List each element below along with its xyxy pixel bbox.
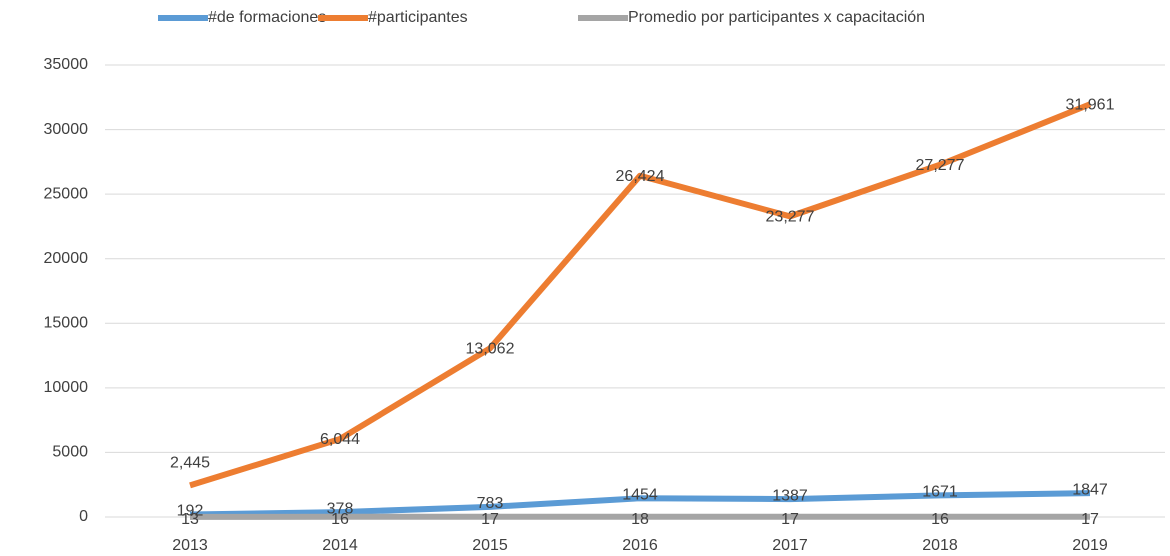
x-tick-label: 2018: [922, 537, 958, 554]
y-tick-label: 10000: [44, 379, 89, 396]
data-label: 23,277: [766, 209, 815, 226]
y-tick-label: 25000: [44, 185, 89, 202]
legend-label: #participantes: [368, 9, 468, 26]
data-label: 1671: [922, 484, 958, 501]
x-tick-label: 2016: [622, 537, 658, 554]
data-label: 31,961: [1066, 96, 1115, 113]
legend-label: Promedio por participantes x capacitació…: [628, 9, 925, 26]
data-label: 26,424: [616, 168, 665, 185]
data-label: 1847: [1072, 481, 1108, 498]
y-tick-label: 15000: [44, 315, 89, 332]
data-label: 13: [181, 511, 199, 528]
data-label: 1454: [622, 486, 658, 503]
y-tick-label: 5000: [52, 444, 88, 461]
data-label: 192: [177, 503, 204, 520]
x-tick-label: 2014: [322, 537, 358, 554]
data-label: 16: [331, 511, 349, 528]
x-tick-label: 2017: [772, 537, 808, 554]
data-label: 783: [477, 495, 504, 512]
data-label: 18: [631, 511, 649, 528]
legend-label: #de formaciones: [208, 9, 326, 26]
data-label: 2,445: [170, 455, 210, 472]
data-label: 17: [481, 511, 499, 528]
data-label: 27,277: [916, 157, 965, 174]
data-label: 16: [931, 511, 949, 528]
series-line: [189, 490, 1091, 518]
data-label: 6,044: [320, 431, 360, 448]
data-label: 378: [327, 500, 354, 517]
y-tick-label: 30000: [44, 121, 89, 138]
series-line: [189, 101, 1092, 489]
data-label: 17: [1081, 511, 1099, 528]
y-tick-label: 0: [79, 508, 88, 525]
y-tick-label: 35000: [44, 56, 89, 73]
x-tick-label: 2015: [472, 537, 508, 554]
y-tick-label: 20000: [44, 250, 89, 267]
data-label: 1387: [772, 487, 808, 504]
data-label: 17: [781, 511, 799, 528]
x-tick-label: 2013: [172, 537, 208, 554]
x-tick-label: 2019: [1072, 537, 1108, 554]
data-label: 13,062: [466, 341, 515, 358]
